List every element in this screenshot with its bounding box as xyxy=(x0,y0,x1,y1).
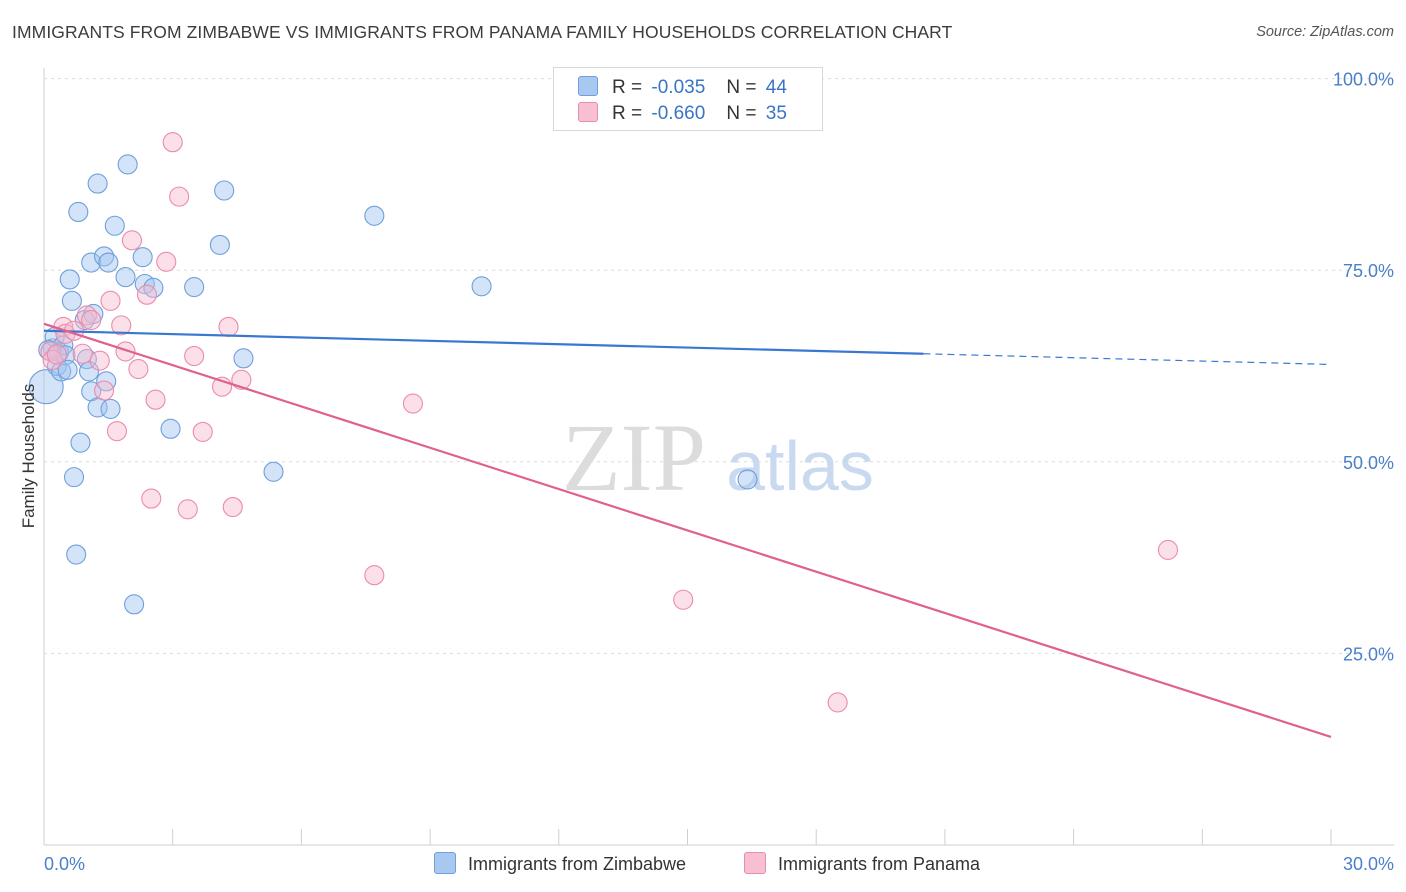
point-panama xyxy=(162,132,183,153)
legend-row-zimbabwe: R = -0.035 N = 44 xyxy=(578,76,787,100)
point-zimbabwe xyxy=(471,276,492,297)
point-panama xyxy=(364,565,385,586)
legend-n-label: N = xyxy=(726,103,757,124)
point-panama xyxy=(94,380,115,401)
point-panama xyxy=(72,343,93,364)
point-panama xyxy=(106,421,127,442)
point-panama xyxy=(1157,539,1179,560)
legend-r-label: R = xyxy=(612,103,643,124)
point-panama xyxy=(141,488,162,509)
point-panama xyxy=(121,230,142,251)
legend-item-zimbabwe: Immigrants from Zimbabwe xyxy=(434,852,686,875)
point-panama xyxy=(222,496,243,518)
y-tick-label: 25.0% xyxy=(1343,644,1394,664)
point-panama xyxy=(184,345,205,367)
legend-label-zimbabwe: Immigrants from Zimbabwe xyxy=(468,854,687,874)
legend-swatch-panama xyxy=(578,102,598,122)
axes xyxy=(43,68,1394,846)
series-panama xyxy=(40,132,1179,713)
point-panama xyxy=(156,251,177,272)
point-zimbabwe xyxy=(87,173,108,194)
legend-n-value-zimbabwe: 44 xyxy=(765,77,787,98)
point-zimbabwe xyxy=(98,252,119,273)
y-tick-label: 50.0% xyxy=(1343,453,1394,473)
point-zimbabwe xyxy=(63,467,85,488)
legend-row-panama: R = -0.660 N = 35 xyxy=(578,102,787,126)
legend-swatch-zimbabwe xyxy=(434,852,456,874)
point-zimbabwe xyxy=(59,269,80,290)
watermark-zip: ZIP xyxy=(562,404,706,511)
point-zimbabwe xyxy=(81,252,102,273)
x-tick-max: 30.0% xyxy=(1343,854,1394,874)
point-panama xyxy=(145,389,166,410)
legend-n-label: N = xyxy=(726,77,757,98)
legend-swatch-zimbabwe xyxy=(578,76,598,96)
x-tick-labels: 0.0% 30.0% xyxy=(44,854,1394,874)
legend-item-panama: Immigrants from Panama xyxy=(744,852,980,875)
legend-r-value-zimbabwe: -0.035 xyxy=(651,77,706,98)
y-tick-label: 75.0% xyxy=(1343,261,1394,281)
point-panama xyxy=(81,309,102,331)
point-panama xyxy=(100,290,121,311)
point-panama xyxy=(218,316,239,337)
point-zimbabwe xyxy=(737,469,758,490)
y-tick-labels: 25.0% 50.0% 75.0% 100.0% xyxy=(1333,70,1394,665)
point-panama xyxy=(169,186,190,207)
legend-r-value-panama: -0.660 xyxy=(651,103,706,124)
point-panama xyxy=(111,315,132,336)
point-panama xyxy=(136,284,158,305)
point-zimbabwe xyxy=(115,267,136,288)
series-zimbabwe xyxy=(28,154,758,615)
correlation-legend: R = -0.035 N = 44 R = -0.660 N = 35 xyxy=(553,67,823,131)
point-zimbabwe xyxy=(263,461,284,482)
point-zimbabwe xyxy=(68,201,89,223)
point-panama xyxy=(402,393,423,414)
point-zimbabwe xyxy=(100,398,121,419)
y-axis-label: Family Households xyxy=(19,384,38,529)
point-panama xyxy=(46,344,67,365)
point-zimbabwe xyxy=(51,361,72,382)
point-zimbabwe xyxy=(160,418,181,439)
trend-line-zimbabwe-extension xyxy=(923,353,1332,366)
point-zimbabwe xyxy=(209,234,230,255)
point-zimbabwe xyxy=(78,361,100,382)
trend-lines xyxy=(43,322,1332,738)
point-zimbabwe xyxy=(132,247,153,268)
point-zimbabwe xyxy=(57,359,78,380)
point-panama xyxy=(827,692,848,713)
point-zimbabwe xyxy=(117,154,138,175)
point-zimbabwe xyxy=(70,432,91,453)
legend-swatch-panama xyxy=(744,852,766,874)
watermark-atlas: atlas xyxy=(726,427,874,505)
point-zimbabwe xyxy=(364,205,385,226)
point-zimbabwe xyxy=(124,594,145,615)
point-zimbabwe xyxy=(66,544,87,565)
series-legend: Immigrants from Zimbabwe Immigrants from… xyxy=(0,852,1406,878)
point-panama xyxy=(115,341,136,362)
point-panama xyxy=(177,499,198,520)
watermark: ZIP atlas xyxy=(562,404,874,511)
point-zimbabwe xyxy=(61,290,82,311)
point-panama xyxy=(673,589,694,610)
point-zimbabwe xyxy=(214,180,235,201)
point-zimbabwe xyxy=(184,277,205,298)
legend-n-value-panama: 35 xyxy=(765,103,787,124)
legend-r-label: R = xyxy=(612,77,643,98)
point-panama xyxy=(89,350,110,371)
point-panama xyxy=(192,421,213,442)
trend-line-panama xyxy=(43,322,1332,738)
point-panama xyxy=(128,359,149,380)
point-zimbabwe xyxy=(233,348,254,369)
legend-label-panama: Immigrants from Panama xyxy=(778,854,981,874)
chart-title: IMMIGRANTS FROM ZIMBABWE VS IMMIGRANTS F… xyxy=(12,22,953,42)
trend-line-zimbabwe xyxy=(43,329,924,355)
y-tick-label: 100.0% xyxy=(1333,70,1394,90)
point-zimbabwe xyxy=(104,215,125,236)
chart-source: Source: ZipAtlas.com xyxy=(1256,24,1394,40)
x-tick-min: 0.0% xyxy=(44,854,85,874)
